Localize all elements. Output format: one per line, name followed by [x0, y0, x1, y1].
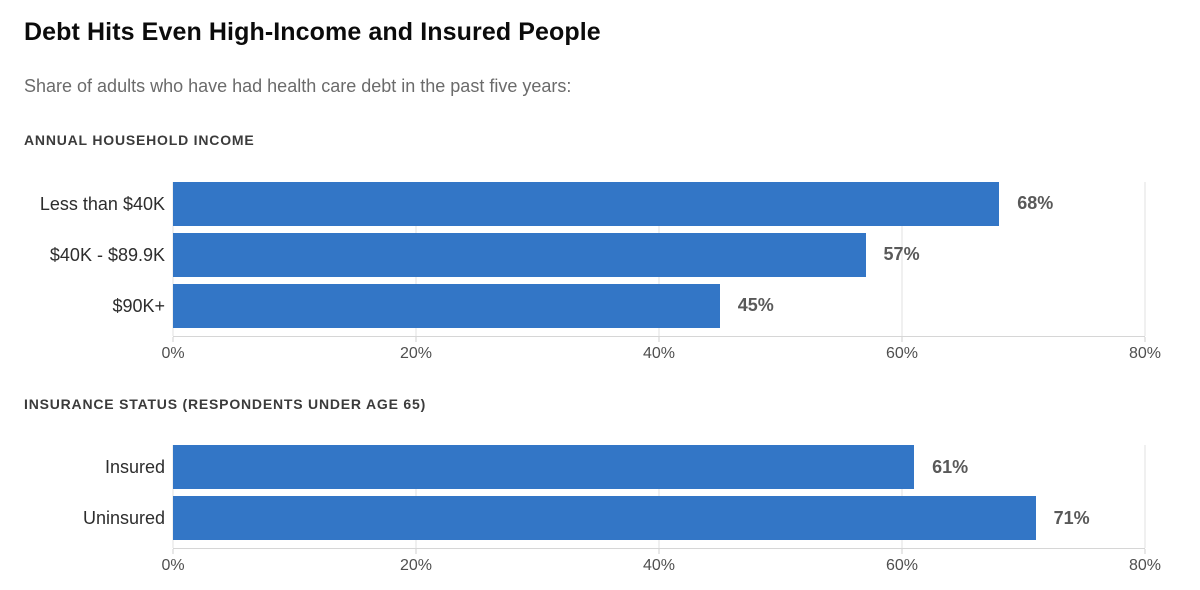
bar — [173, 445, 915, 490]
chart-subtitle: Share of adults who have had health care… — [24, 75, 572, 96]
value-label: 61% — [932, 456, 969, 477]
chart-row: $90K+ 45% — [112, 283, 1145, 328]
axis-tick — [415, 549, 417, 555]
axis-tick — [1144, 549, 1146, 555]
chart-section: ANNUAL HOUSEHOLD INCOME Less than $40K 6… — [24, 132, 1161, 367]
axis-tick — [172, 549, 174, 555]
axis-tick-label: 60% — [885, 557, 919, 575]
axis-tick-label: 0% — [161, 344, 185, 362]
value-label: 68% — [1017, 193, 1054, 214]
axis-tick-label: 80% — [1128, 344, 1162, 362]
value-label: 71% — [1053, 507, 1090, 528]
gridline — [901, 181, 903, 336]
section-title: ANNUAL HOUSEHOLD INCOME — [24, 132, 255, 149]
plot-area: Insured 61% Uninsured 71% — [83, 445, 1146, 550]
axis-tick — [901, 549, 903, 555]
chart-row: $40K - $89.9K 57% — [50, 232, 1145, 277]
axis-tick-label: 20% — [399, 557, 433, 575]
chart-row: Less than $40K 68% — [40, 181, 1145, 226]
axis-tick — [658, 549, 660, 555]
value-label: 45% — [737, 295, 774, 316]
x-axis: 0% 20% 40% 60% 80% — [161, 336, 1161, 367]
page-title: Debt Hits Even High-Income and Insured P… — [24, 18, 601, 46]
axis-tick-label: 0% — [161, 557, 185, 575]
row-label: $90K+ — [112, 295, 165, 316]
axis-tick — [901, 336, 903, 342]
bar — [173, 496, 1036, 541]
axis-tick-label: 20% — [399, 344, 433, 362]
gridline — [1144, 445, 1146, 549]
chart-section: INSURANCE STATUS (RESPONDENTS UNDER AGE … — [24, 395, 1161, 579]
gridline — [1144, 181, 1146, 336]
axis-tick-label: 40% — [642, 557, 676, 575]
bar — [173, 232, 866, 277]
axis-tick — [172, 336, 174, 342]
row-label: Uninsured — [82, 508, 165, 529]
chart-row: Insured 61% — [105, 445, 1145, 490]
plot-area: Less than $40K 68% $40K - $89.9K 57% $90… — [40, 181, 1146, 337]
axis-tick-label: 80% — [1128, 557, 1162, 575]
value-label: 57% — [883, 244, 920, 265]
row-label: Insured — [104, 457, 165, 478]
bar — [173, 181, 1000, 226]
axis-tick — [1144, 336, 1146, 342]
bar — [173, 283, 720, 328]
rows: Less than $40K 68% $40K - $89.9K 57% $90… — [40, 181, 1145, 328]
row-label: $40K - $89.9K — [49, 244, 165, 265]
charts: ANNUAL HOUSEHOLD INCOME Less than $40K 6… — [24, 132, 1161, 579]
axis-tick — [415, 336, 417, 342]
axis-tick-label: 60% — [885, 344, 919, 362]
axis-tick — [658, 336, 660, 342]
x-axis: 0% 20% 40% 60% 80% — [161, 549, 1161, 579]
axis-tick-label: 40% — [642, 344, 676, 362]
rows: Insured 61% Uninsured 71% — [83, 445, 1145, 541]
chart-row: Uninsured 71% — [83, 496, 1145, 541]
row-label: Less than $40K — [39, 193, 165, 214]
section-title: INSURANCE STATUS (RESPONDENTS UNDER AGE … — [24, 395, 427, 412]
